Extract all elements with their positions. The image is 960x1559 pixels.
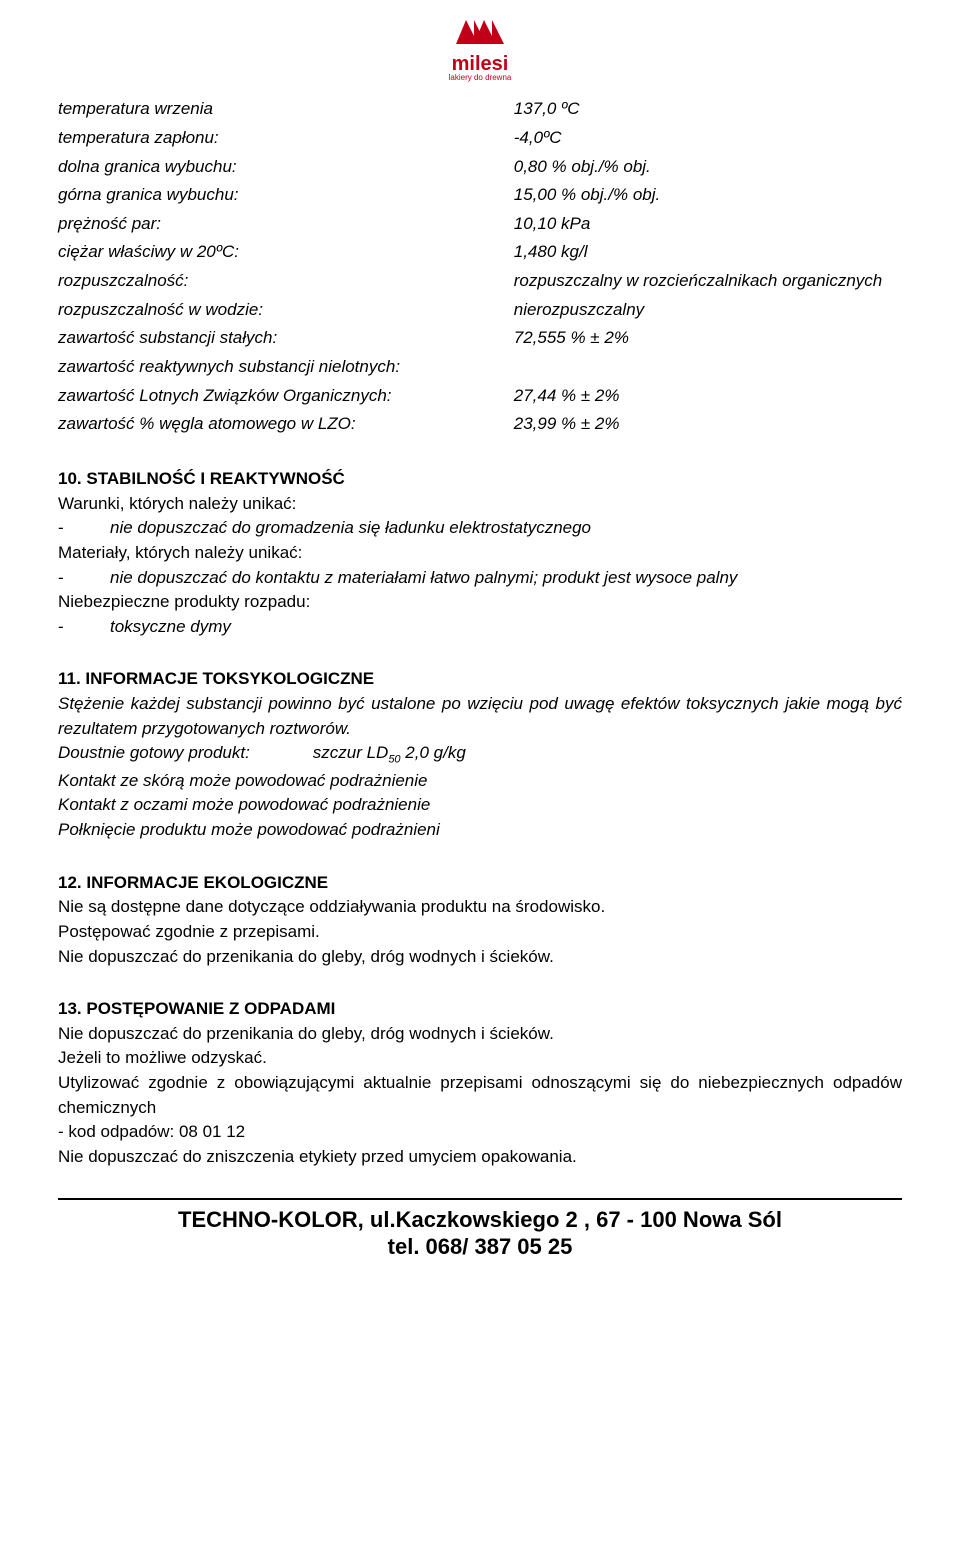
section-heading: 12. INFORMACJE EKOLOGICZNE	[58, 871, 902, 896]
prop-value: 10,10 kPa	[514, 210, 902, 239]
section-heading: 13. POSTĘPOWANIE Z ODPADAMI	[58, 997, 902, 1022]
section-line: Utylizować zgodnie z obowiązującymi aktu…	[58, 1071, 902, 1120]
section-line: Postępować zgodnie z przepisami.	[58, 920, 902, 945]
ld50-value: szczur LD50 2,0 g/kg	[313, 743, 466, 762]
section-line: Nie dopuszczać do przenikania do gleby, …	[58, 945, 902, 970]
prop-value: 27,44 % ± 2%	[514, 382, 902, 411]
list-text: toksyczne dymy	[110, 615, 231, 640]
section-line: Stężenie każdej substancji powinno być u…	[58, 692, 902, 741]
prop-label: dolna granica wybuchu:	[58, 153, 514, 182]
prop-label: zawartość % węgla atomowego w LZO:	[58, 410, 514, 439]
properties-table: temperatura wrzenia137,0 ºC temperatura …	[58, 95, 902, 439]
brand-logo: milesi lakiery do drewna	[449, 14, 512, 82]
prop-value: 72,555 % ± 2%	[514, 324, 902, 353]
section-heading: 11. INFORMACJE TOKSYKOLOGICZNE	[58, 667, 902, 692]
section-line: Nie dopuszczać do zniszczenia etykiety p…	[58, 1145, 902, 1170]
section-heading: 10. STABILNOŚĆ I REAKTYWNOŚĆ	[58, 467, 902, 492]
prop-value: -4,0ºC	[514, 124, 902, 153]
prop-label: prężność par:	[58, 210, 514, 239]
logo-block: milesi lakiery do drewna	[0, 0, 960, 95]
prop-value: rozpuszczalny w rozcieńczalnikach organi…	[514, 267, 902, 296]
section-12: 12. INFORMACJE EKOLOGICZNE Nie są dostęp…	[58, 871, 902, 970]
logo-name: milesi	[449, 54, 512, 74]
list-item: - nie dopuszczać do gromadzenia się ładu…	[58, 516, 902, 541]
label: Doustnie gotowy produkt:	[58, 741, 308, 766]
section-line: Doustnie gotowy produkt: szczur LD50 2,0…	[58, 741, 902, 768]
prop-label: rozpuszczalność:	[58, 267, 514, 296]
footer-line-2: tel. 068/ 387 05 25	[58, 1233, 902, 1261]
prop-label: temperatura wrzenia	[58, 95, 514, 124]
dash: -	[58, 566, 110, 591]
dash: -	[58, 615, 110, 640]
section-line: - kod odpadów: 08 01 12	[58, 1120, 902, 1145]
prop-label: ciężar właściwy w 20ºC:	[58, 238, 514, 267]
footer-divider	[58, 1198, 902, 1200]
footer-line-1: TECHNO-KOLOR, ul.Kaczkowskiego 2 , 67 - …	[58, 1206, 902, 1234]
ld-post: 2,0 g/kg	[401, 743, 466, 762]
prop-label: zawartość substancji stałych:	[58, 324, 514, 353]
prop-label: górna granica wybuchu:	[58, 181, 514, 210]
section-line: Nie są dostępne dane dotyczące oddziaływ…	[58, 895, 902, 920]
section-line: Kontakt ze skórą może powodować podrażni…	[58, 769, 902, 794]
prop-label: rozpuszczalność w wodzie:	[58, 296, 514, 325]
section-13: 13. POSTĘPOWANIE Z ODPADAMI Nie dopuszcz…	[58, 997, 902, 1169]
prop-value: 23,99 % ± 2%	[514, 410, 902, 439]
logo-tagline: lakiery do drewna	[449, 74, 512, 82]
ld-pre: szczur LD	[313, 743, 389, 762]
prop-label: temperatura zapłonu:	[58, 124, 514, 153]
section-line: Jeżeli to możliwe odzyskać.	[58, 1046, 902, 1071]
section-11: 11. INFORMACJE TOKSYKOLOGICZNE Stężenie …	[58, 667, 902, 842]
prop-value: 137,0 ºC	[514, 95, 902, 124]
prop-label: zawartość Lotnych Związków Organicznych:	[58, 382, 514, 411]
prop-value	[514, 353, 902, 382]
dash: -	[58, 516, 110, 541]
section-line: Materiały, których należy unikać:	[58, 541, 902, 566]
section-line: Niebezpieczne produkty rozpadu:	[58, 590, 902, 615]
prop-value: 0,80 % obj./% obj.	[514, 153, 902, 182]
ld-sub: 50	[388, 754, 400, 766]
footer: TECHNO-KOLOR, ul.Kaczkowskiego 2 , 67 - …	[58, 1206, 902, 1261]
section-line: Kontakt z oczami może powodować podrażni…	[58, 793, 902, 818]
list-text: nie dopuszczać do kontaktu z materiałami…	[110, 566, 737, 591]
section-line: Nie dopuszczać do przenikania do gleby, …	[58, 1022, 902, 1047]
section-line: Połknięcie produktu może powodować podra…	[58, 818, 902, 843]
list-item: - toksyczne dymy	[58, 615, 902, 640]
prop-label: zawartość reaktywnych substancji nielotn…	[58, 353, 514, 382]
list-item: - nie dopuszczać do kontaktu z materiała…	[58, 566, 902, 591]
prop-value: 1,480 kg/l	[514, 238, 902, 267]
section-10: 10. STABILNOŚĆ I REAKTYWNOŚĆ Warunki, kt…	[58, 467, 902, 639]
section-line: Warunki, których należy unikać:	[58, 492, 902, 517]
list-text: nie dopuszczać do gromadzenia się ładunk…	[110, 516, 591, 541]
prop-value: nierozpuszczalny	[514, 296, 902, 325]
prop-value: 15,00 % obj./% obj.	[514, 181, 902, 210]
logo-m-icon	[452, 14, 508, 48]
